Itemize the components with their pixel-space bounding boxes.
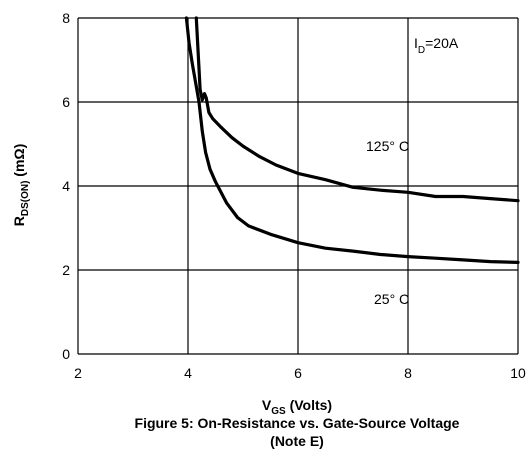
- y-tick-label: 8: [62, 10, 70, 26]
- series-label-25c: 25° C: [374, 291, 409, 307]
- y-axis-title: RDS(ON) (mΩ): [11, 144, 31, 227]
- series-label-125c: 125° C: [366, 138, 409, 154]
- y-tick-labels: 0 2 4 6 8: [62, 10, 70, 362]
- x-tick-label: 6: [294, 365, 302, 381]
- x-tick-label: 2: [74, 365, 82, 381]
- x-axis-title: VGS (Volts): [262, 397, 332, 417]
- x-tick-label: 4: [184, 365, 192, 381]
- x-tick-label: 8: [404, 365, 412, 381]
- series-line-25c: [184, 16, 520, 264]
- y-tick-label: 4: [62, 178, 70, 194]
- figure-subtitle: (Note E): [270, 433, 324, 449]
- y-tick-label: 0: [62, 346, 70, 362]
- figure-title: Figure 5: On-Resistance vs. Gate-Source …: [135, 415, 460, 431]
- condition-label: ID=20A: [414, 35, 459, 56]
- x-tick-labels: 2 4 6 8 10: [74, 365, 526, 381]
- gridlines: [77, 17, 519, 355]
- y-tick-label: 2: [62, 262, 70, 278]
- series-layer: [184, 16, 520, 264]
- y-tick-label: 6: [62, 94, 70, 110]
- series-line-125c: [194, 16, 520, 203]
- x-tick-label: 10: [510, 365, 526, 381]
